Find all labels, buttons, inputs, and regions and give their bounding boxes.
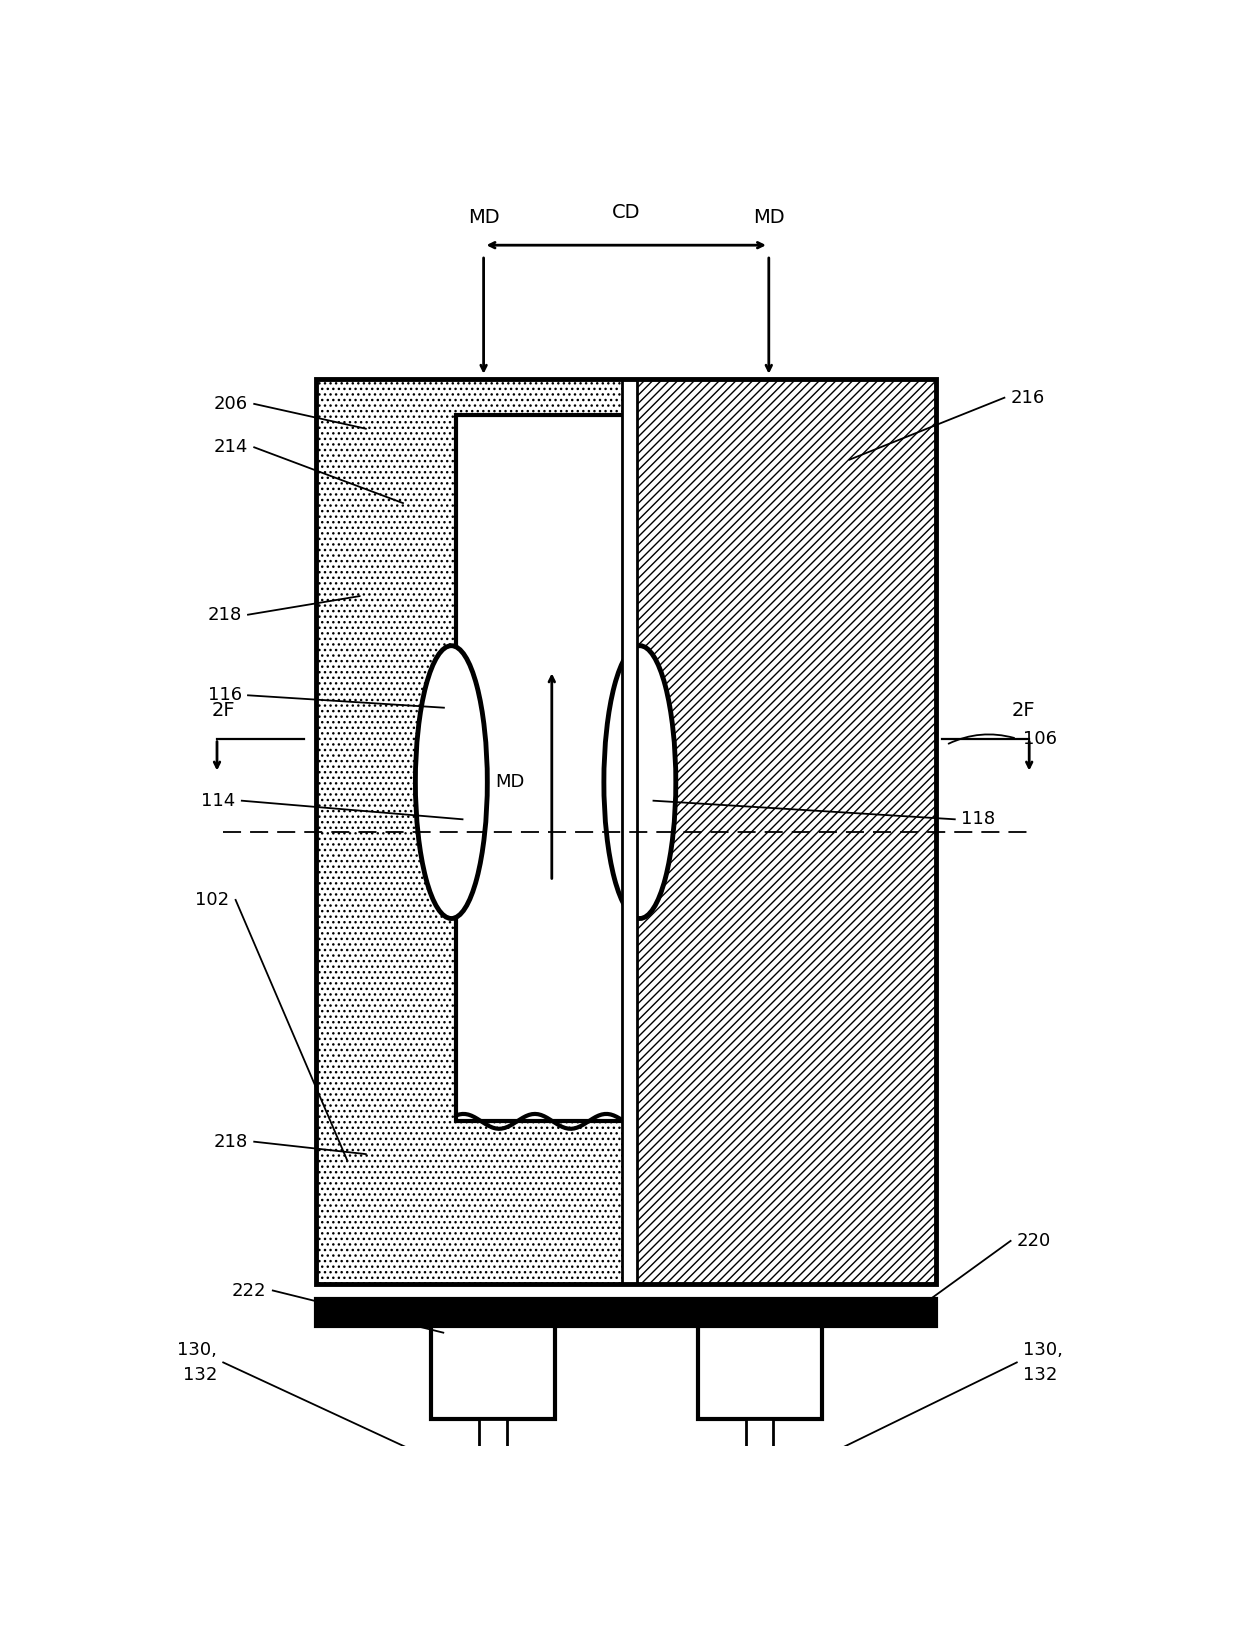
Bar [432,1326,556,1420]
Text: 206: 206 [213,395,248,413]
Ellipse shape [604,646,676,918]
Ellipse shape [415,646,487,918]
Bar [479,1420,506,1459]
Text: 218: 218 [213,1133,248,1151]
Bar [463,1459,522,1494]
Bar [697,1326,821,1420]
Bar [316,1299,936,1326]
Text: MD: MD [495,773,525,791]
Text: 132: 132 [182,1365,217,1384]
Text: 114: 114 [201,792,236,809]
Text: 220: 220 [1017,1232,1052,1250]
Bar [456,416,635,1121]
Text: 218: 218 [207,606,242,624]
Text: CD: CD [613,203,640,221]
Text: 214: 214 [213,438,248,456]
Text: 118: 118 [961,811,996,829]
Bar [729,1459,790,1494]
Text: 130,: 130, [1023,1341,1063,1359]
Text: 2F: 2F [1011,702,1035,720]
Text: MD: MD [753,208,785,226]
Bar [316,380,936,1284]
Bar [746,1420,774,1459]
Bar [622,380,637,1284]
Text: 216: 216 [1011,388,1045,406]
Text: MD: MD [467,208,500,226]
Bar [630,380,936,1284]
Text: 130,: 130, [177,1341,217,1359]
Text: 132: 132 [1023,1365,1058,1384]
Text: 222: 222 [232,1281,267,1299]
Text: 106: 106 [1023,730,1056,748]
Bar [316,380,630,1284]
Text: 2F: 2F [211,702,236,720]
Text: 116: 116 [207,687,242,705]
Text: 102: 102 [195,892,229,910]
